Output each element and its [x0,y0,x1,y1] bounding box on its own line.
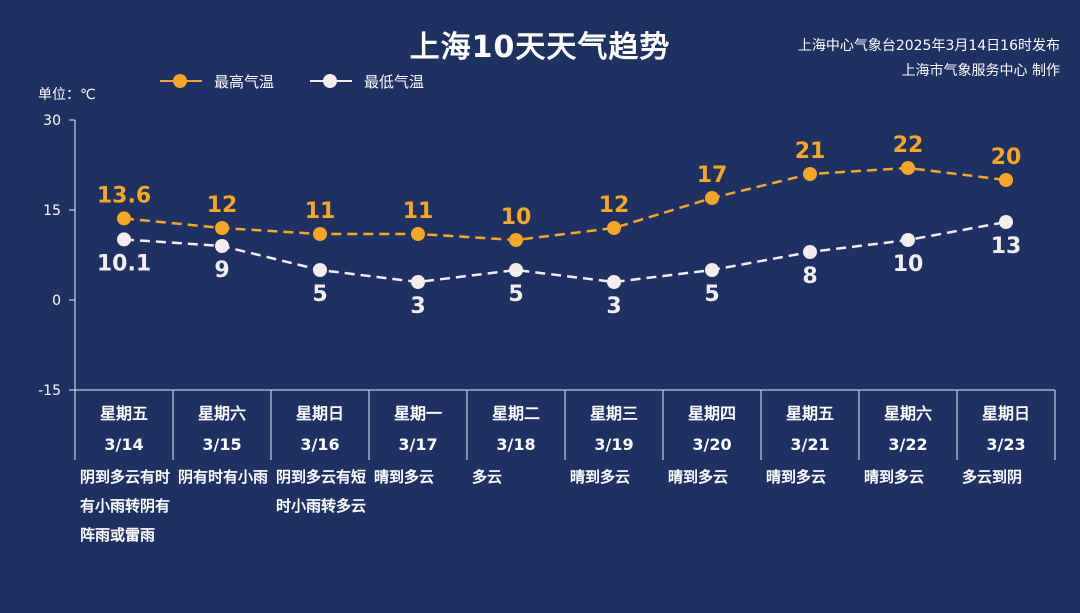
high-temp-point [607,221,621,235]
weekday-label: 星期日 [295,404,344,423]
chart-title: 上海10天天气趋势 [409,30,671,65]
high-temp-point [705,191,719,205]
low-temp-label: 10 [893,252,924,277]
weather-description: 阴到多云有时有小雨转阴有阵雨或雷雨 [80,468,171,544]
low-temp-label: 3 [606,294,621,319]
weekday-label: 星期五 [785,404,834,423]
low-temp-line [123,220,1007,284]
low-temp-point [999,215,1013,229]
y-tick-label: -15 [38,383,61,399]
day-cell: 星期日 3/16 [271,398,369,460]
low-temp-point [215,239,229,253]
day-cell: 星期六 3/15 [173,398,271,460]
high-temp-label: 12 [207,193,238,218]
low-temp-label: 10.1 [97,251,151,276]
date-label: 3/18 [496,435,536,454]
low-temp-label: 5 [312,282,327,307]
high-temp-label: 11 [305,199,336,224]
high-temp-label: 12 [599,193,630,218]
day-cell: 星期日 3/23 [957,398,1055,460]
high-temp-label: 17 [697,163,728,188]
weekday-label: 星期六 [197,404,246,423]
legend-marker-high [160,74,202,88]
day-cell: 星期六 3/22 [859,398,957,460]
legend-item-high[interactable]: 最高气温 [160,71,274,92]
legend: 最高气温 最低气温 [160,70,460,92]
y-tick-label: 30 [43,113,61,129]
day-cell: 星期五 3/21 [761,398,859,460]
high-temp-point [215,221,229,235]
high-temp-point [509,233,523,247]
low-temp-point [509,263,523,277]
weekday-label: 星期四 [687,404,736,423]
weekday-label: 星期五 [99,404,148,423]
y-tick-label: 0 [52,293,61,309]
weather-description: 晴到多云 [766,468,827,486]
high-temp-point [999,173,1013,187]
weekday-label: 星期一 [393,404,442,423]
weather-description: 晴到多云 [668,468,729,486]
source-info: 上海中心气象台2025年3月14日16时发布 上海市气象服务中心 制作 [798,34,1060,84]
weather-description: 晴到多云 [864,468,925,486]
unit-label: 单位：℃ [38,87,96,103]
high-temp-label: 13.6 [97,183,151,208]
low-temp-point [117,232,131,247]
day-cell: 星期三 3/19 [565,398,663,460]
weather-description: 阴到多云有短时小雨转多云 [276,468,367,515]
source-producer: 上海市气象服务中心 制作 [901,63,1060,79]
source-issuer: 上海中心气象台2025年3月14日16时发布 [797,38,1060,54]
high-temp-label: 20 [991,145,1022,170]
legend-marker-low [310,74,353,88]
high-temp-label: 22 [893,133,924,158]
weekday-label: 星期二 [491,404,540,423]
high-temp-point [803,167,817,181]
date-label: 3/20 [692,435,732,454]
day-cell: 星期五 3/14 [75,398,173,460]
weekday-label: 星期六 [883,404,932,423]
weather-description: 多云到阴 [962,468,1023,486]
low-temp-point [313,263,327,277]
legend-label-high: 最高气温 [214,72,275,91]
high-temp-line [123,166,1007,242]
day-cell: 星期二 3/18 [467,398,565,460]
weekday-label: 星期日 [981,404,1030,423]
low-temp-point [411,275,425,289]
day-cell: 星期四 3/20 [663,398,761,460]
high-temp-label: 21 [795,139,826,164]
low-temp-point [705,263,719,277]
high-temp-label: 11 [403,199,434,224]
low-temp-label: 13 [991,234,1022,259]
y-tick-label: 15 [43,203,61,219]
low-temp-label: 3 [410,294,425,319]
low-temp-label: 9 [214,258,229,283]
legend-label-low: 最低气温 [364,72,425,91]
date-label: 3/19 [594,435,634,454]
date-label: 3/22 [888,435,928,454]
low-temp-point [607,275,621,289]
weather-description: 阴有时有小雨 [178,468,269,486]
low-temp-point [901,233,915,247]
high-temp-label: 10 [501,205,532,230]
date-label: 3/16 [300,435,340,454]
high-temp-point [313,227,327,241]
weather-description: 多云 [472,468,503,486]
low-temp-label: 5 [704,282,719,307]
weather-description: 晴到多云 [570,468,631,486]
date-label: 3/21 [790,435,830,454]
day-cell: 星期一 3/17 [369,398,467,460]
high-temp-point [117,211,131,226]
date-label: 3/23 [986,435,1026,454]
low-temp-label: 8 [802,264,817,289]
date-label: 3/15 [202,435,242,454]
weekday-label: 星期三 [589,404,638,423]
low-temp-label: 5 [508,282,523,307]
date-label: 3/14 [104,435,144,454]
high-temp-point [411,227,425,241]
high-temp-point [901,161,915,175]
legend-item-low[interactable]: 最低气温 [310,71,424,92]
date-label: 3/17 [398,435,438,454]
low-temp-point [803,245,817,259]
weather-description: 晴到多云 [374,468,435,486]
